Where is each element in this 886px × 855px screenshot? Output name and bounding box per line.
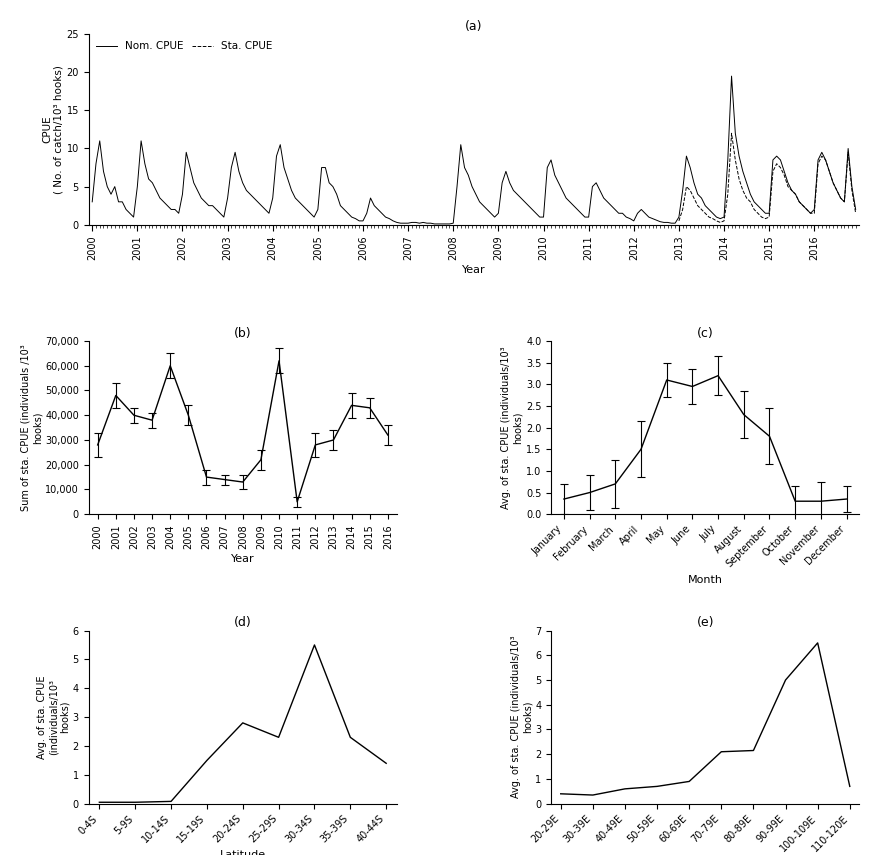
Nom. CPUE	[474, 197, 485, 207]
Title: (e): (e)	[696, 616, 714, 629]
Title: (b): (b)	[234, 327, 252, 339]
Nom. CPUE	[727, 71, 737, 81]
Nom. CPUE	[655, 216, 665, 227]
Legend: Nom. CPUE, Sta. CPUE: Nom. CPUE, Sta. CPUE	[94, 39, 275, 54]
Nom. CPUE	[290, 193, 300, 203]
Y-axis label: CPUE
( No. of catch/10³ hooks): CPUE ( No. of catch/10³ hooks)	[42, 65, 64, 194]
Y-axis label: Avg. of sta. CPUE
(individuals/10³
hooks): Avg. of sta. CPUE (individuals/10³ hooks…	[36, 675, 70, 759]
Title: (d): (d)	[234, 616, 252, 629]
Y-axis label: Sum of sta. CPUE (individuals /10³
hooks): Sum of sta. CPUE (individuals /10³ hooks…	[20, 345, 43, 511]
X-axis label: Year: Year	[462, 265, 486, 275]
Nom. CPUE	[214, 208, 225, 218]
Title: (c): (c)	[697, 327, 713, 339]
Nom. CPUE	[489, 212, 500, 222]
Nom. CPUE	[87, 197, 97, 207]
Line: Sta. CPUE: Sta. CPUE	[679, 133, 856, 222]
X-axis label: Month: Month	[688, 575, 723, 585]
Y-axis label: Avg. of sta. CPUE (individuals/10³
hooks): Avg. of sta. CPUE (individuals/10³ hooks…	[510, 636, 532, 799]
Nom. CPUE	[429, 219, 439, 229]
Sta. CPUE	[851, 208, 861, 218]
Title: (a): (a)	[465, 20, 483, 33]
X-axis label: Latitude: Latitude	[220, 851, 266, 855]
Nom. CPUE	[851, 204, 861, 215]
X-axis label: Year: Year	[231, 554, 254, 564]
Nom. CPUE	[169, 204, 180, 215]
Line: Nom. CPUE: Nom. CPUE	[92, 76, 856, 224]
Y-axis label: Avg. of sta. CPUE (individuals/10³
hooks): Avg. of sta. CPUE (individuals/10³ hooks…	[501, 346, 523, 509]
